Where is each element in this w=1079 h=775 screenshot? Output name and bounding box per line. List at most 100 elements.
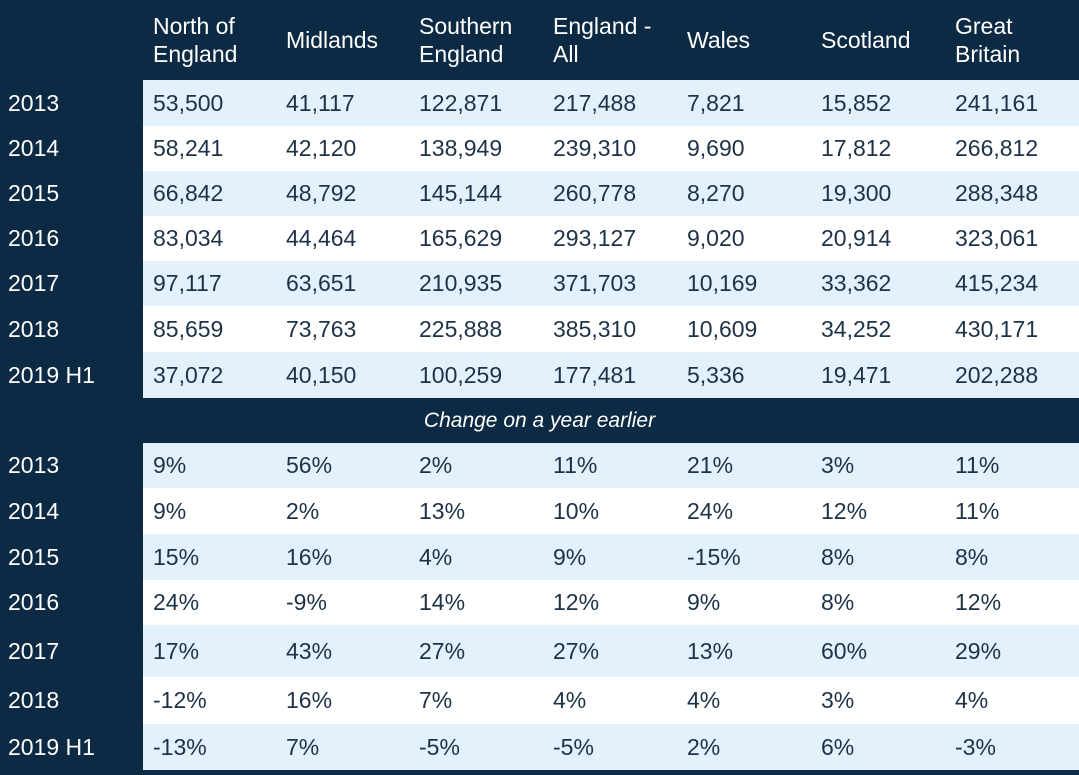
table-cell: 4% — [543, 677, 677, 724]
table-cell: 11% — [945, 488, 1079, 534]
header-row: North of England Midlands Southern Engla… — [0, 0, 1079, 80]
table-cell: 3% — [811, 677, 945, 724]
table-cell: 430,171 — [945, 306, 1079, 352]
table-cell: 17% — [143, 625, 276, 677]
table-cell: -9% — [276, 580, 409, 625]
table-cell: 24% — [143, 580, 276, 625]
table-cell: 15,852 — [811, 80, 945, 126]
header-north-of-england: North of England — [143, 0, 276, 80]
row-year: 2015 — [0, 534, 143, 580]
header-wales: Wales — [677, 0, 811, 80]
table-cell: 9% — [543, 534, 677, 580]
row-year: 2013 — [0, 80, 143, 126]
table-cell: 10,609 — [677, 306, 811, 352]
table-cell: 37,072 — [143, 352, 276, 398]
table-cell: -15% — [677, 534, 811, 580]
table-cell: 225,888 — [409, 306, 543, 352]
table-cell: 8% — [811, 580, 945, 625]
header-scotland: Scotland — [811, 0, 945, 80]
table-cell: 288,348 — [945, 171, 1079, 216]
row-year: 2019 H1 — [0, 724, 143, 770]
table-cell: 13% — [677, 625, 811, 677]
table-cell: 3% — [811, 443, 945, 488]
table-cell: 41,117 — [276, 80, 409, 126]
table-cell: 34,252 — [811, 306, 945, 352]
table-cell: 14% — [409, 580, 543, 625]
table-cell: 19,300 — [811, 171, 945, 216]
table-cell: 100,259 — [409, 352, 543, 398]
table-cell: 40,150 — [276, 352, 409, 398]
table-row: 2016 83,034 44,464 165,629 293,127 9,020… — [0, 216, 1079, 261]
table-cell: 15% — [143, 534, 276, 580]
row-year: 2018 — [0, 677, 143, 724]
table-cell: 293,127 — [543, 216, 677, 261]
table-cell: 83,034 — [143, 216, 276, 261]
table-cell: 7% — [409, 677, 543, 724]
table-cell: 56% — [276, 443, 409, 488]
table-row: 2017 17% 43% 27% 27% 13% 60% 29% — [0, 625, 1079, 677]
table-cell: 20,914 — [811, 216, 945, 261]
table-cell: 210,935 — [409, 261, 543, 306]
row-year: 2013 — [0, 443, 143, 488]
table-cell: 145,144 — [409, 171, 543, 216]
table-cell: 73,763 — [276, 306, 409, 352]
table-cell: 12% — [811, 488, 945, 534]
table-cell: 7% — [276, 724, 409, 770]
table-cell: 53,500 — [143, 80, 276, 126]
table-cell: 4% — [677, 677, 811, 724]
table-cell: 63,651 — [276, 261, 409, 306]
table-cell: 12% — [543, 580, 677, 625]
table-cell: 241,161 — [945, 80, 1079, 126]
table-cell: 5,336 — [677, 352, 811, 398]
table-cell: 4% — [409, 534, 543, 580]
header-corner — [0, 0, 143, 80]
table-row: 2016 24% -9% 14% 12% 9% 8% 12% — [0, 580, 1079, 625]
table-cell: 9% — [143, 443, 276, 488]
table-cell: 33,362 — [811, 261, 945, 306]
table-row: 2013 53,500 41,117 122,871 217,488 7,821… — [0, 80, 1079, 126]
row-year: 2014 — [0, 488, 143, 534]
table-row: 2017 97,117 63,651 210,935 371,703 10,16… — [0, 261, 1079, 306]
table-row: 2014 58,241 42,120 138,949 239,310 9,690… — [0, 126, 1079, 171]
table-cell: 2% — [276, 488, 409, 534]
table-cell: 58,241 — [143, 126, 276, 171]
table-cell: 27% — [409, 625, 543, 677]
table-row: 2019 H1 37,072 40,150 100,259 177,481 5,… — [0, 352, 1079, 398]
table-cell: 177,481 — [543, 352, 677, 398]
row-year: 2015 — [0, 171, 143, 216]
table-cell: 8% — [945, 534, 1079, 580]
table-cell: 415,234 — [945, 261, 1079, 306]
table-cell: 43% — [276, 625, 409, 677]
table-cell: -3% — [945, 724, 1079, 770]
table-cell: 165,629 — [409, 216, 543, 261]
table-cell: 85,659 — [143, 306, 276, 352]
table-cell: 122,871 — [409, 80, 543, 126]
row-year: 2016 — [0, 580, 143, 625]
row-year: 2018 — [0, 306, 143, 352]
table-cell: -12% — [143, 677, 276, 724]
table-cell: 17,812 — [811, 126, 945, 171]
table-cell: 202,288 — [945, 352, 1079, 398]
row-year: 2019 H1 — [0, 352, 143, 398]
table-cell: 385,310 — [543, 306, 677, 352]
table-cell: 16% — [276, 677, 409, 724]
table-row: 2014 9% 2% 13% 10% 24% 12% 11% — [0, 488, 1079, 534]
table-cell: 2% — [677, 724, 811, 770]
table-row: 2013 9% 56% 2% 11% 21% 3% 11% — [0, 443, 1079, 488]
table-cell: 138,949 — [409, 126, 543, 171]
table-cell: -5% — [409, 724, 543, 770]
table-cell: 9% — [143, 488, 276, 534]
row-year: 2017 — [0, 625, 143, 677]
table-row: 2015 66,842 48,792 145,144 260,778 8,270… — [0, 171, 1079, 216]
table-row: 2015 15% 16% 4% 9% -15% 8% 8% — [0, 534, 1079, 580]
table-cell: 60% — [811, 625, 945, 677]
table-cell: 10,169 — [677, 261, 811, 306]
table-cell: 6% — [811, 724, 945, 770]
table-cell: 10% — [543, 488, 677, 534]
table-row: 2018 -12% 16% 7% 4% 4% 3% 4% — [0, 677, 1079, 724]
table-cell: 21% — [677, 443, 811, 488]
table-cell: -13% — [143, 724, 276, 770]
table-cell: 66,842 — [143, 171, 276, 216]
table-cell: 97,117 — [143, 261, 276, 306]
